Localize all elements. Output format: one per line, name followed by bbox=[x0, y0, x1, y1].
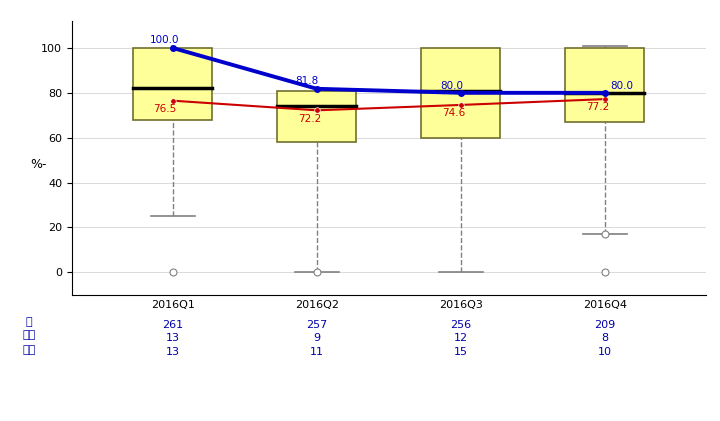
Text: 10: 10 bbox=[598, 346, 612, 357]
Text: 74.6: 74.6 bbox=[442, 108, 465, 118]
Bar bbox=[565, 48, 644, 122]
Text: 100.0: 100.0 bbox=[150, 35, 179, 45]
Text: 12: 12 bbox=[454, 333, 468, 343]
Text: 15: 15 bbox=[454, 346, 468, 357]
Y-axis label: %-: %- bbox=[30, 158, 47, 171]
Text: 261: 261 bbox=[162, 320, 184, 330]
Text: 80.0: 80.0 bbox=[611, 81, 634, 91]
Bar bbox=[421, 48, 500, 138]
Text: 209: 209 bbox=[594, 320, 616, 330]
Text: 72.2: 72.2 bbox=[298, 114, 321, 123]
Text: 80.0: 80.0 bbox=[441, 81, 464, 91]
Text: 256: 256 bbox=[450, 320, 472, 330]
Text: 13: 13 bbox=[166, 346, 180, 357]
Text: 几: 几 bbox=[25, 317, 32, 327]
Text: 9: 9 bbox=[313, 333, 320, 343]
Text: 11: 11 bbox=[310, 346, 324, 357]
Text: 分子: 分子 bbox=[22, 330, 35, 340]
Text: 76.5: 76.5 bbox=[153, 104, 176, 114]
Bar bbox=[277, 91, 356, 142]
Text: 8: 8 bbox=[601, 333, 608, 343]
Text: 13: 13 bbox=[166, 333, 180, 343]
Text: 77.2: 77.2 bbox=[586, 102, 609, 112]
Text: 257: 257 bbox=[306, 320, 328, 330]
Bar bbox=[133, 48, 212, 120]
Text: 81.8: 81.8 bbox=[295, 76, 318, 86]
Text: 分母: 分母 bbox=[22, 345, 35, 355]
